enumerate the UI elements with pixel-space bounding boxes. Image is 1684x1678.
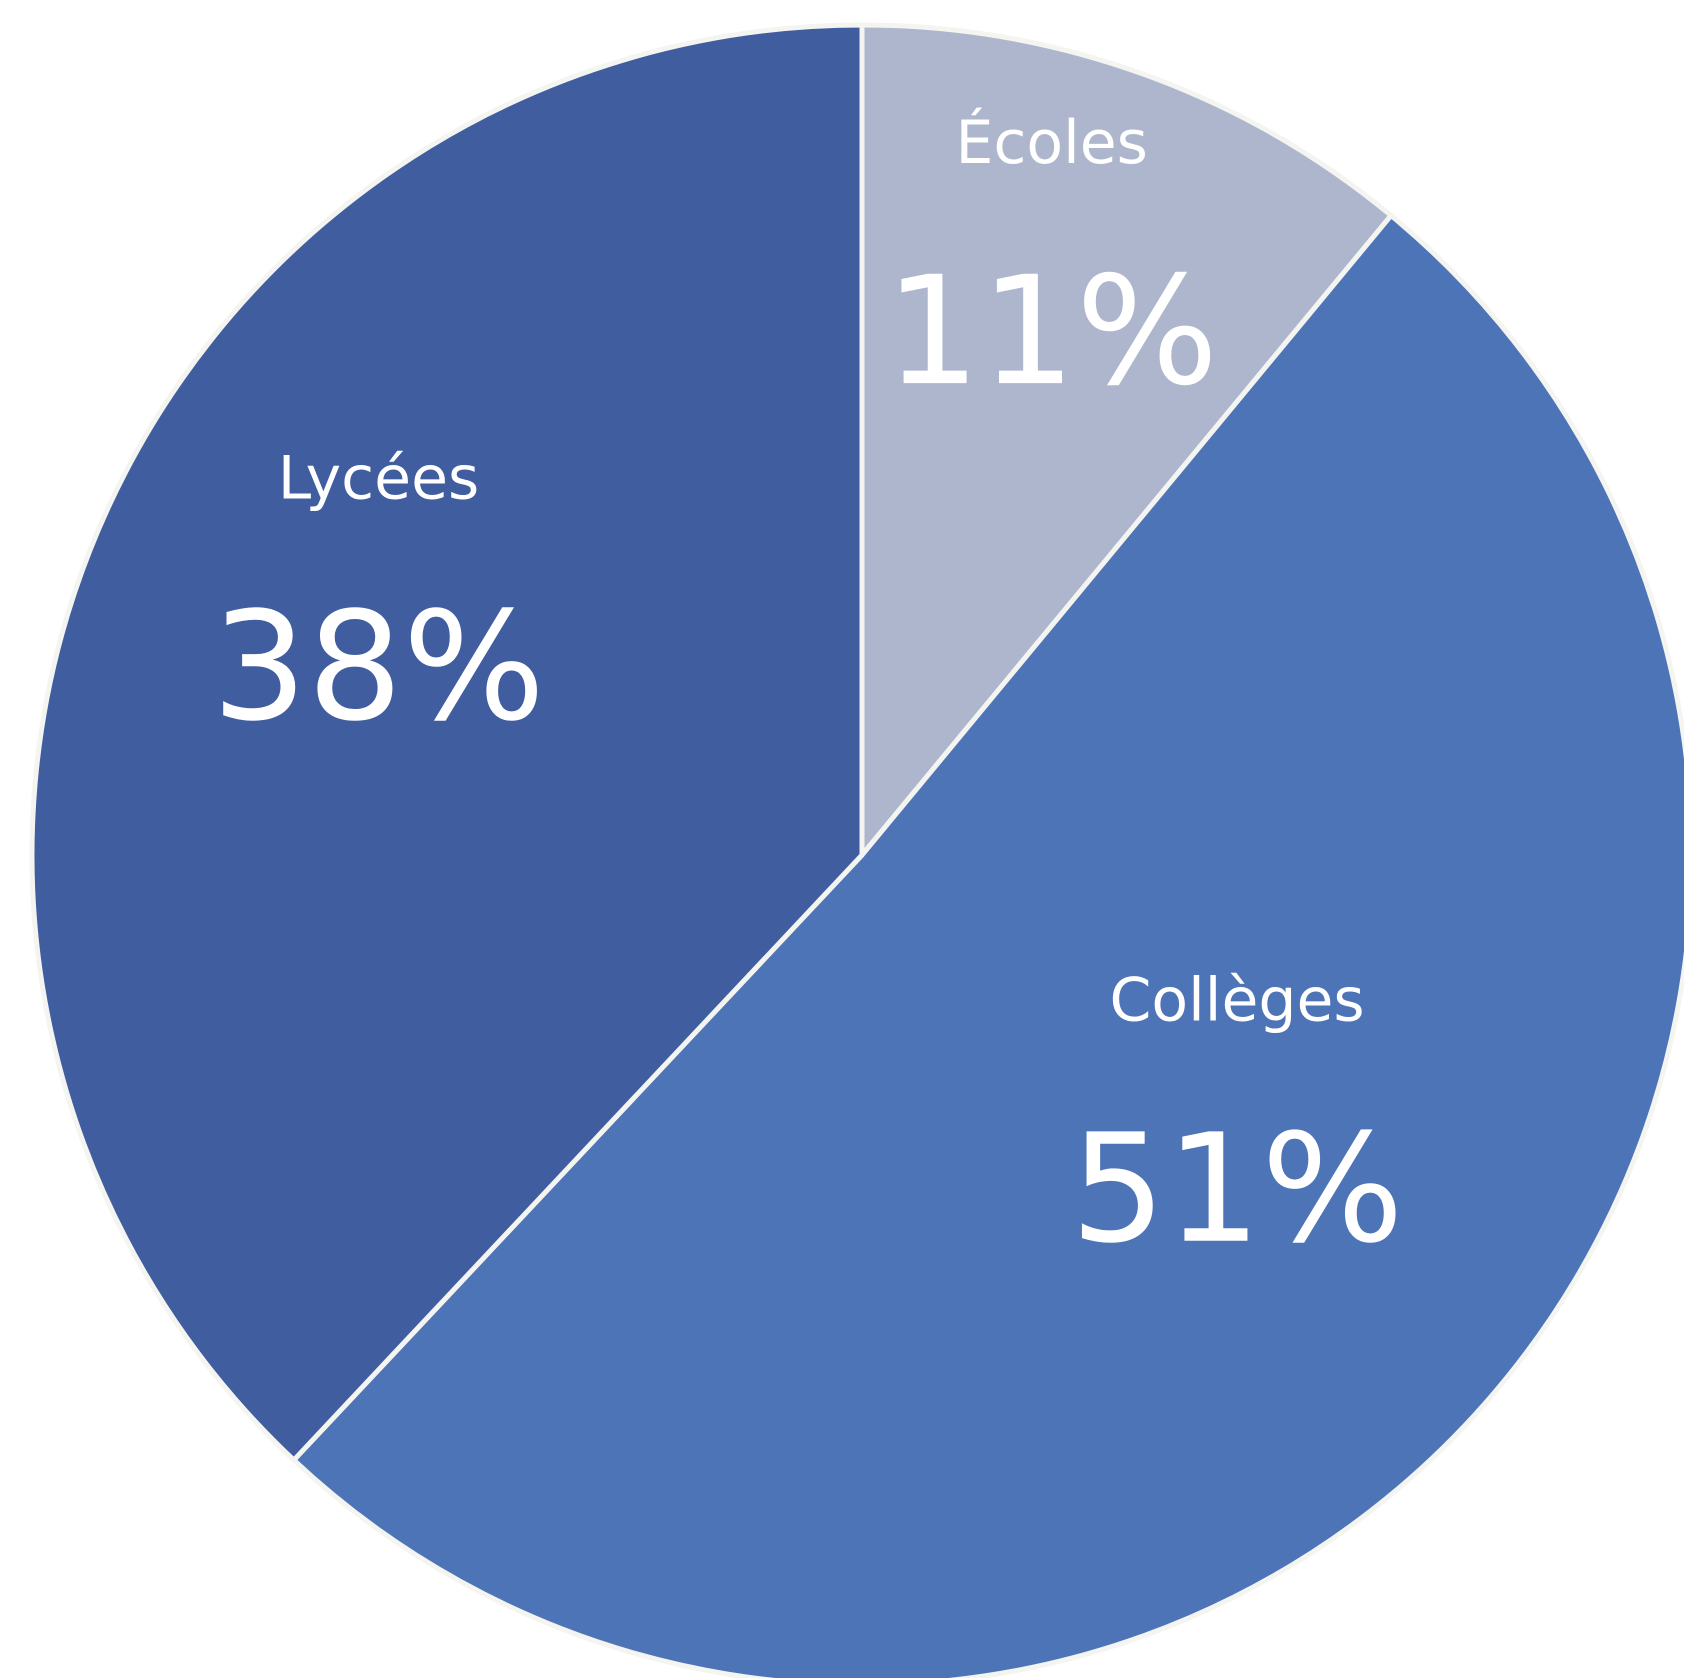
slice-value-ecoles: 11% [885, 245, 1218, 419]
slice-lycees [29, 22, 865, 1463]
slice-ecoles [859, 22, 1394, 858]
slice-label-lycees: Lycées [278, 444, 480, 514]
slice-value-colleges: 51% [1070, 1103, 1403, 1277]
slice-label-ecoles: Écoles [955, 106, 1147, 178]
pie-labels: Écoles 11% Collèges 51% Lycées 38% [212, 106, 1404, 1277]
pie-slices [29, 22, 1684, 1678]
slice-colleges [291, 212, 1684, 1678]
slice-label-colleges: Collèges [1110, 966, 1365, 1036]
slice-value-lycees: 38% [212, 581, 545, 755]
